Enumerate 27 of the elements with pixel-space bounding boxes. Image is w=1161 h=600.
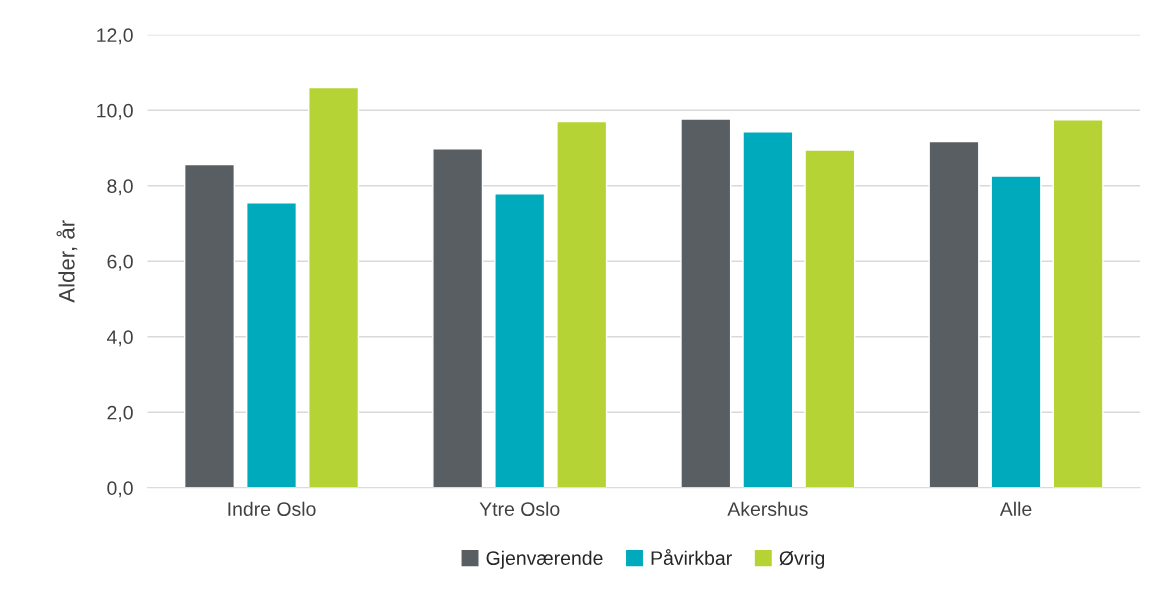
bar <box>1052 119 1104 488</box>
y-tick-label: 6,0 <box>107 254 133 271</box>
legend-label: Påvirkbar <box>651 549 732 565</box>
y-tick-label: 0,0 <box>107 481 133 498</box>
legend-label: Gjenværende <box>486 550 603 569</box>
bar <box>556 120 608 488</box>
y-tick-label: 10,0 <box>97 103 133 120</box>
legend-label: Øvrig <box>779 550 825 569</box>
bar <box>494 193 546 488</box>
bar <box>680 118 732 488</box>
y-tick-label: 12,0 <box>97 28 133 45</box>
y-tick-label: 8,0 <box>107 179 133 196</box>
bar <box>990 175 1042 488</box>
bar <box>928 140 980 488</box>
x-tick-label: Akershus <box>727 501 808 516</box>
bar <box>308 86 360 488</box>
y-tick-label: 2,0 <box>107 405 133 422</box>
bar <box>246 202 298 488</box>
x-tick-label: Alle <box>999 501 1032 516</box>
x-tick-label: Ytre Oslo <box>479 501 560 516</box>
x-tick-label: Indre Oslo <box>228 501 316 516</box>
y-tick-label: 4,0 <box>106 330 133 347</box>
bar <box>432 148 484 488</box>
bar <box>804 149 856 488</box>
bar <box>742 131 794 488</box>
y-axis-title: Alder, år <box>56 220 78 303</box>
bar <box>183 163 235 488</box>
